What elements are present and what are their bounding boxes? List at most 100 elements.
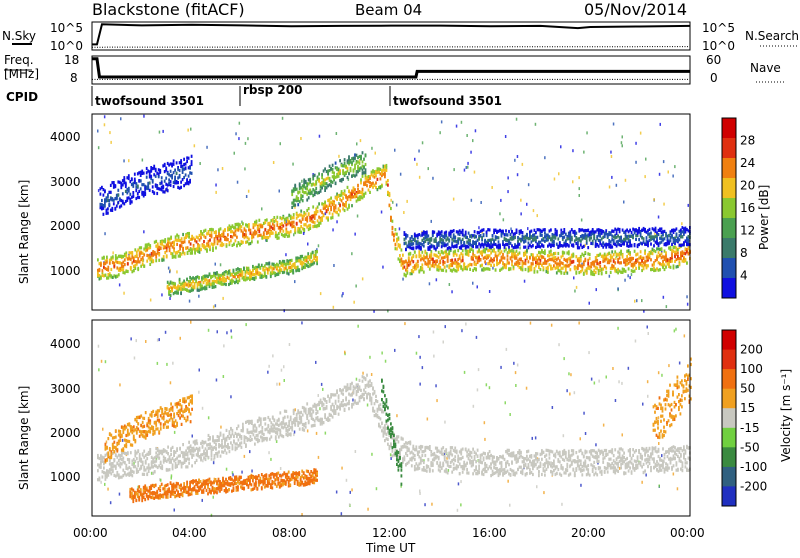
band-0-cell: [670, 266, 672, 269]
scatter-point: [220, 426, 222, 429]
band-3-cell: [465, 231, 467, 234]
scatter-point: [336, 132, 338, 135]
band-0-cell: [511, 260, 513, 263]
band-0-cell: [532, 253, 534, 256]
band-0-cell: [103, 466, 105, 469]
band-0-cell: [278, 236, 280, 239]
band-3-cell: [472, 245, 474, 248]
band-0-cell: [393, 238, 395, 241]
band-0-cell: [136, 457, 138, 460]
scatter-point: [157, 362, 159, 365]
scatter-point: [449, 283, 451, 286]
scatter-point: [578, 176, 580, 179]
band-0-cell: [187, 465, 189, 468]
scatter-point: [293, 433, 295, 436]
scatter-point: [603, 424, 605, 427]
band-0-cell: [495, 268, 497, 271]
freq-line: [92, 59, 690, 77]
scatter-point: [199, 162, 201, 165]
band-0-cell: [164, 238, 166, 241]
band-0-cell: [155, 256, 157, 259]
scatter-point: [460, 480, 462, 483]
scatter-point: [663, 160, 665, 163]
scatter-point: [515, 384, 517, 387]
scatter-point: [159, 131, 161, 134]
scatter-point: [231, 336, 233, 339]
scatter-point: [245, 323, 247, 326]
cpid-segment-2: rbsp 200: [243, 83, 302, 97]
band-4-cell: [128, 174, 130, 177]
band-0-cell: [179, 454, 181, 457]
band-0-cell: [143, 450, 145, 453]
band-3-cell: [406, 234, 408, 237]
scatter-point: [399, 227, 401, 230]
scatter-point: [537, 214, 539, 217]
band-0-cell: [671, 255, 673, 258]
band-0-cell: [427, 265, 429, 268]
scatter-point: [478, 226, 480, 229]
band-4-cell: [174, 169, 176, 172]
band-2-cell: [360, 156, 362, 159]
scatter-point: [416, 352, 418, 355]
scatter-point: [223, 344, 225, 347]
band-0-cell: [528, 260, 530, 263]
scatter-point: [551, 324, 553, 327]
band-0-cell: [169, 468, 171, 471]
band-3-cell: [412, 246, 414, 249]
band-0-cell: [293, 213, 295, 216]
scatter-point: [520, 212, 522, 215]
band-0-cell: [572, 255, 574, 258]
scatter-point: [688, 204, 690, 207]
scatter-point: [491, 186, 493, 189]
band-4-cell: [152, 180, 154, 183]
scatter-point: [535, 436, 537, 439]
scatter-point: [98, 368, 100, 371]
scatter-point: [307, 243, 309, 246]
band-2-cell: [347, 167, 349, 170]
scatter-point: [357, 215, 359, 218]
band-4-cell: [140, 179, 142, 182]
scatter-point: [522, 163, 524, 166]
band-4-cell: [173, 185, 175, 188]
band-0-cell: [184, 252, 186, 255]
scatter-point: [458, 482, 460, 485]
band-0-cell: [362, 188, 364, 191]
band-2-cell: [315, 187, 317, 190]
band-4-cell: [114, 184, 116, 187]
scatter-point: [642, 403, 644, 406]
scatter-point: [580, 437, 582, 440]
band-1-cell: [215, 285, 217, 288]
band-0-cell: [179, 247, 181, 250]
band-4-cell: [132, 191, 134, 194]
band-3-cell: [492, 234, 494, 237]
scatter-point: [136, 339, 138, 342]
scatter-point: [176, 270, 178, 273]
band-0-cell: [293, 221, 295, 224]
band-0-cell: [661, 248, 663, 251]
band-3-cell: [650, 232, 652, 235]
band-3-cell: [468, 232, 470, 235]
band-0-cell: [329, 212, 331, 215]
scatter-point: [464, 371, 466, 374]
scatter-point: [681, 222, 683, 225]
band-3-cell: [535, 231, 537, 234]
band-0-cell: [462, 259, 464, 262]
band-3-cell: [526, 234, 528, 237]
band-0-cell: [148, 463, 150, 466]
scatter-point: [98, 189, 100, 192]
scatter-point: [467, 162, 469, 165]
scatter-point: [679, 362, 681, 365]
band-4-cell: [146, 176, 148, 179]
band-0-cell: [122, 457, 124, 460]
band-0-cell: [305, 212, 307, 215]
scatter-point: [369, 356, 371, 359]
scatter-point: [668, 364, 670, 367]
noise-left-label: N.Sky: [2, 29, 36, 43]
scatter-point: [338, 155, 340, 158]
scatter-point: [376, 487, 378, 490]
scatter-point: [375, 152, 377, 155]
scatter-point: [621, 141, 623, 144]
band-0-cell: [142, 259, 144, 262]
power-colorbar-tick: 16: [740, 201, 755, 215]
scatter-point: [441, 120, 443, 123]
